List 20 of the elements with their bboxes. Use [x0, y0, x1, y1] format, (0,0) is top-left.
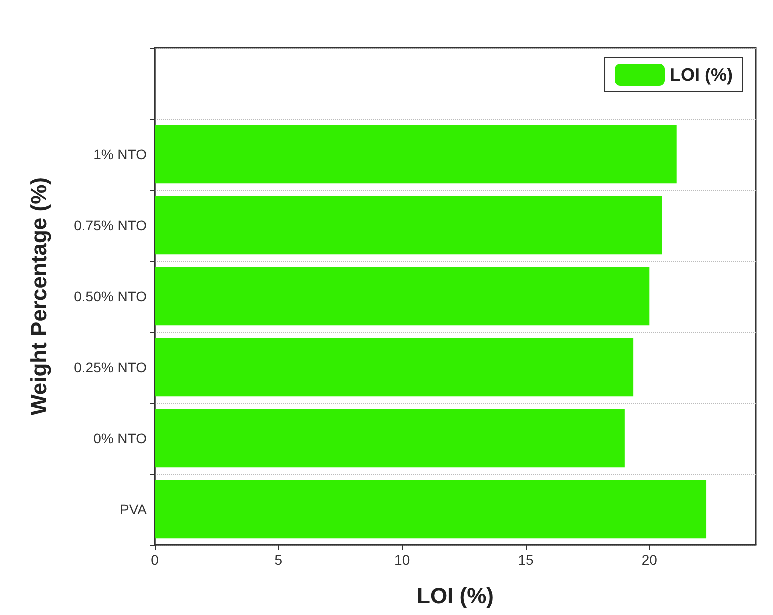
y-tick-label: 0.75% NTO	[74, 218, 148, 234]
y-tick-label: PVA	[120, 502, 148, 518]
x-tick-label: 10	[394, 552, 410, 568]
x-tick-label: 15	[518, 552, 534, 568]
bar	[155, 267, 650, 326]
y-tick-label: 0% NTO	[94, 430, 148, 446]
x-axis-title: LOI (%)	[417, 584, 494, 608]
bar	[155, 196, 662, 255]
y-tick-label: 0.25% NTO	[74, 360, 148, 376]
y-tick-label: 1% NTO	[94, 146, 148, 162]
legend-label: LOI (%)	[670, 65, 734, 85]
bar	[155, 480, 707, 539]
bar	[155, 125, 677, 184]
x-tick-label: 0	[151, 552, 160, 568]
bar	[155, 338, 634, 397]
y-axis-title: Weight Percentage (%)	[26, 178, 52, 416]
y-tick-label: 0.50% NTO	[74, 288, 148, 304]
x-tick-label: 5	[274, 552, 283, 568]
x-tick-label: 20	[642, 552, 658, 568]
bar	[155, 409, 625, 468]
